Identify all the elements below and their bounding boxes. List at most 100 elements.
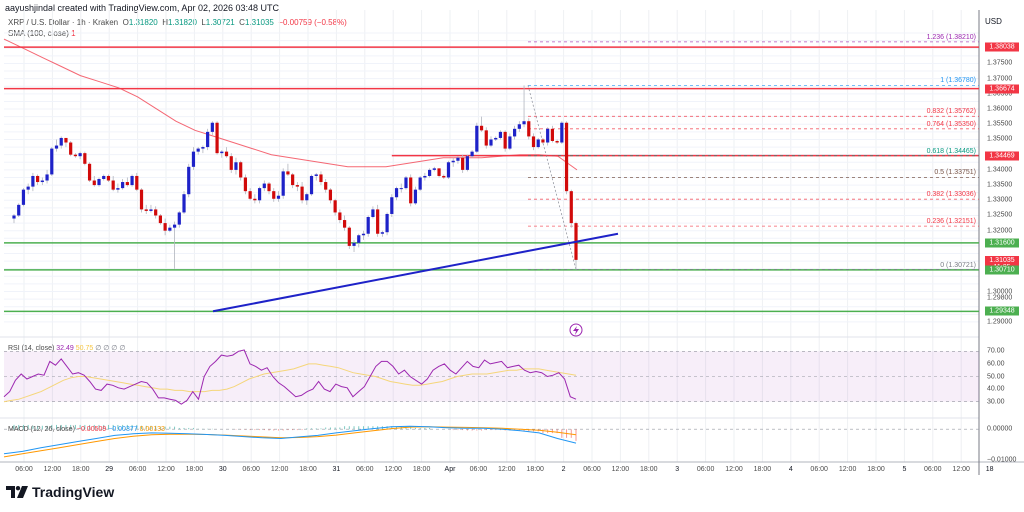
time-tick-label: 12:00 <box>498 466 516 473</box>
candle-body <box>102 175 106 179</box>
time-tick-label: Apr <box>444 466 456 473</box>
candle-body <box>536 139 540 148</box>
candle-body <box>560 122 564 143</box>
currency-label: USD <box>985 17 1002 26</box>
candle-body <box>17 204 21 216</box>
candle-body <box>210 122 214 132</box>
price-level-tag: 1.36674 <box>985 84 1019 94</box>
rsi-legend[interactable]: RSI (14, close) 32.49 50.75 ∅ ∅ ∅ ∅ <box>8 344 125 352</box>
candle-body <box>163 223 167 231</box>
candle-body <box>376 209 380 234</box>
rsi-tick-label: 60.00 <box>987 360 1005 368</box>
candle-body <box>314 174 318 176</box>
tradingview-logo-text: TradingView <box>32 484 115 500</box>
price-level-tag: 1.38038 <box>985 42 1019 52</box>
tradingview-logo-icon <box>6 486 28 498</box>
candle-body <box>319 174 323 183</box>
rsi-tick-label: 50.00 <box>987 373 1005 380</box>
high-label: H <box>162 18 168 27</box>
candle-body <box>513 128 517 137</box>
candle-body <box>442 175 446 178</box>
candle-body <box>484 130 488 146</box>
candle-body <box>135 175 139 190</box>
candle-body <box>92 180 96 186</box>
fib-level-label: 0.764 (1.35350) <box>926 120 976 128</box>
tradingview-logo[interactable]: TradingView <box>6 484 114 500</box>
candle-body <box>357 235 361 243</box>
close-label: C <box>239 18 245 27</box>
time-tick-label: 18:00 <box>185 466 204 473</box>
time-tick-label: 18:00 <box>299 466 317 473</box>
candle-body <box>451 160 455 163</box>
candle-body <box>40 180 44 183</box>
time-tick-label: 12:00 <box>384 466 402 473</box>
time-tick-label: 06:00 <box>15 466 33 473</box>
time-tick-label: 06:00 <box>469 466 488 473</box>
candle-body <box>272 191 276 199</box>
candle-body <box>215 122 219 154</box>
time-tick-label: 12:00 <box>838 466 857 473</box>
rsi-tick-label: 70.00 <box>987 347 1005 355</box>
candle-body <box>243 177 248 192</box>
time-tick-label: 06:00 <box>696 466 715 473</box>
candle-body <box>182 194 186 213</box>
candle-body <box>177 212 181 225</box>
candle-body <box>187 166 191 195</box>
candle-body <box>73 154 77 157</box>
candle-body <box>295 185 299 187</box>
price-level-tag: 1.34469 <box>985 151 1019 161</box>
candle-body <box>45 174 49 181</box>
price-tick-label: 1.36500 <box>987 90 1013 98</box>
candle-body <box>404 177 408 189</box>
fib-level-label: 1.236 (1.38210) <box>926 33 976 41</box>
candle-body <box>541 139 545 143</box>
time-tick-label: 06:00 <box>583 466 601 473</box>
candle-body <box>347 227 351 246</box>
time-tick-label: 18:00 <box>72 466 90 473</box>
candle-body <box>522 121 526 125</box>
candle-body <box>281 171 285 196</box>
candle-body <box>527 121 531 137</box>
candle-body <box>83 153 87 164</box>
price-tick-label: 1.34000 <box>987 166 1013 174</box>
candle-body <box>555 140 559 143</box>
price-tick-label: 1.35500 <box>987 120 1013 128</box>
candle-body <box>546 128 550 143</box>
time-tick-label: 12:00 <box>952 466 970 473</box>
candle-body <box>253 198 257 201</box>
time-tick-label: 30 <box>218 466 227 473</box>
candle-body <box>352 242 356 246</box>
time-tick-label: 18:00 <box>867 466 885 473</box>
candle-body <box>130 175 134 186</box>
symbol-legend: XRP / U.S. Dollar · 1h · Kraken O1.31820… <box>8 18 347 27</box>
candle-body <box>154 209 158 216</box>
macd-legend[interactable]: MACD (12, 26, close) −0.00509 −0.00377 0… <box>8 426 165 433</box>
candle-body <box>366 217 370 234</box>
price-tick-label: 1.36000 <box>987 105 1013 113</box>
candle-body <box>371 209 375 218</box>
rsi-ma-value: 50.75 <box>75 345 94 352</box>
rsi-line <box>3 349 577 405</box>
rsi-value: 32.49 <box>56 345 74 352</box>
candle-body <box>479 125 484 131</box>
candle-body <box>361 233 366 236</box>
lightning-icon-bolt <box>573 326 579 335</box>
candle-body <box>385 213 389 233</box>
candle-body <box>149 209 153 211</box>
candle-body <box>158 215 163 224</box>
macd-hist-value: −0.00509 <box>76 426 107 433</box>
candle-body <box>69 142 73 155</box>
time-tick-label: 12:00 <box>725 466 743 473</box>
candle-body <box>201 147 205 149</box>
symbol-description[interactable]: XRP / U.S. Dollar · 1h · Kraken <box>8 18 119 27</box>
candle-body <box>54 145 59 149</box>
fib-level-label: 0.5 (1.33751) <box>934 169 976 177</box>
candle-body <box>328 189 333 201</box>
candle-body <box>111 180 115 190</box>
candle-body <box>489 139 493 146</box>
time-tick-label: 4 <box>788 466 793 473</box>
candle-body <box>36 175 40 183</box>
time-tick-label: 06:00 <box>128 466 147 473</box>
candle-body <box>106 175 111 181</box>
